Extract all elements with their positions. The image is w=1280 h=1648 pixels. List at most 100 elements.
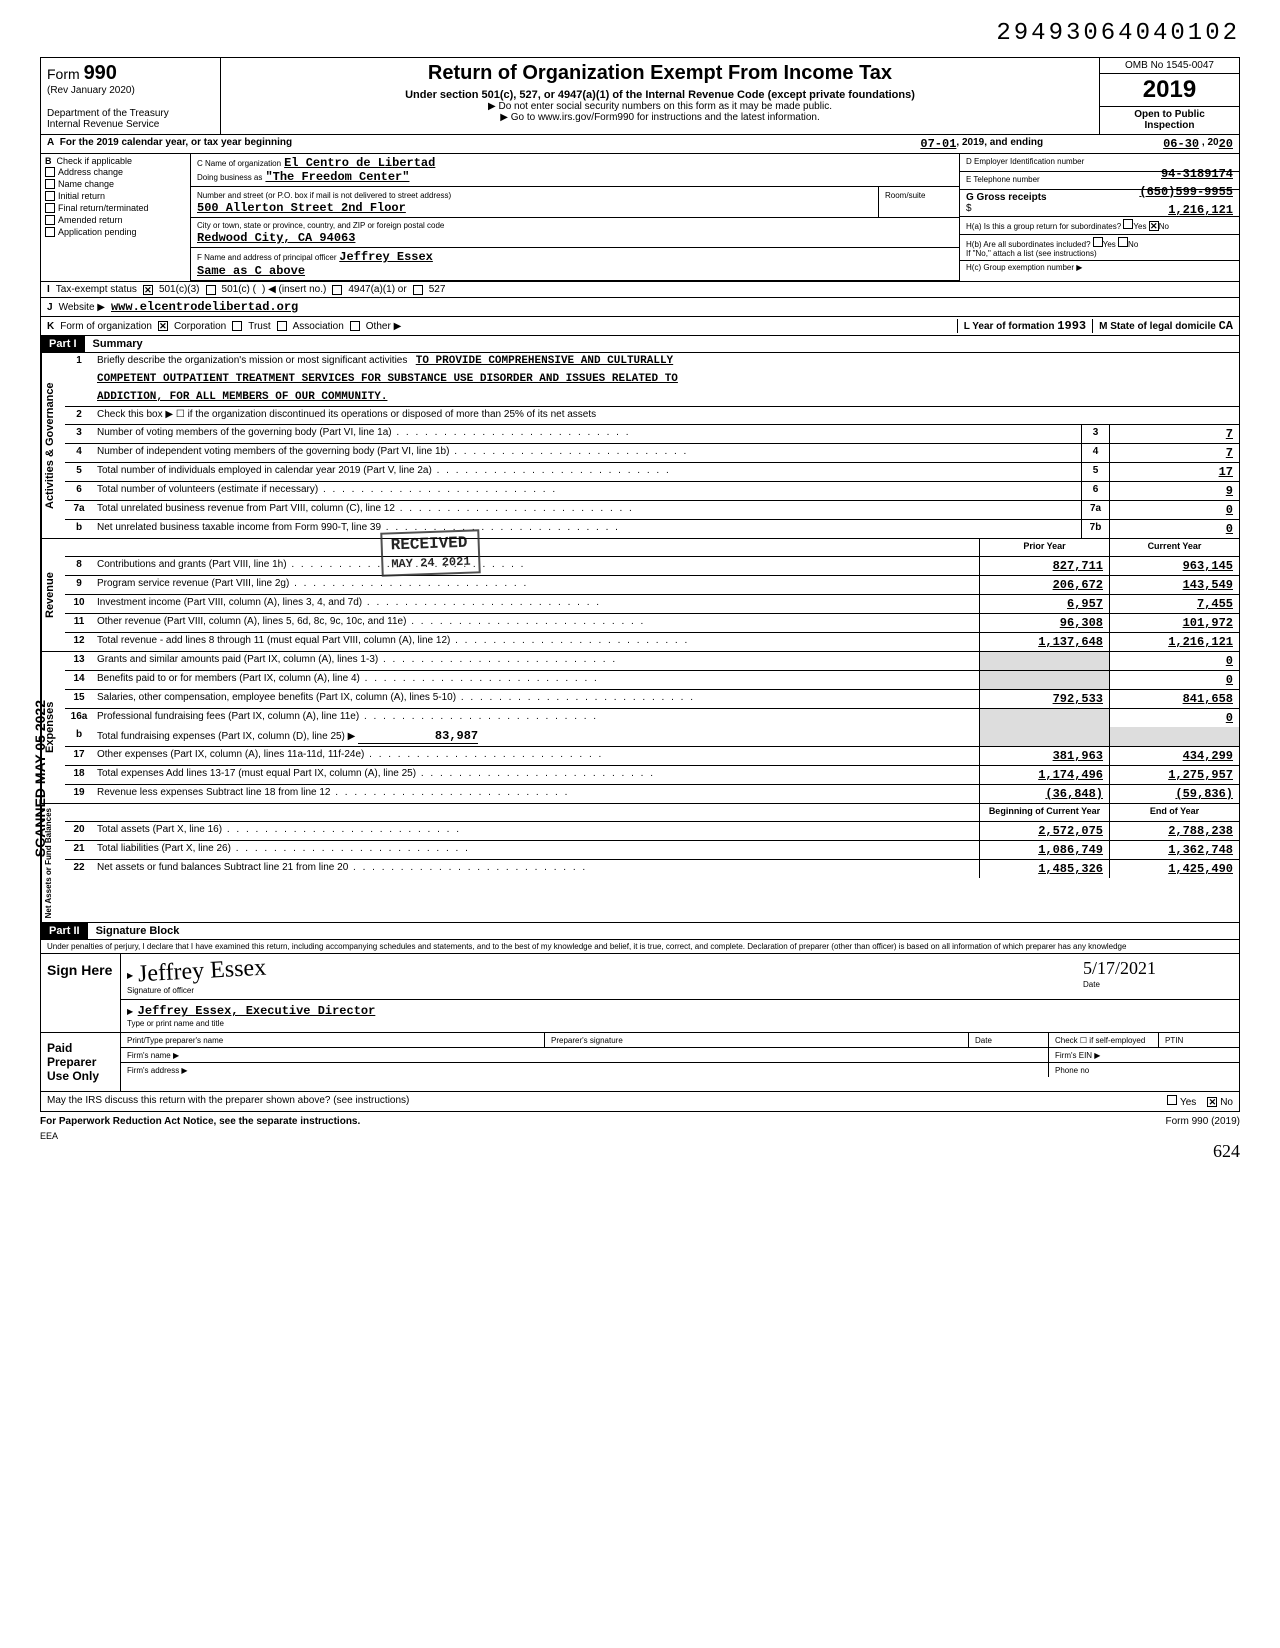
prep-col2: Preparer's signature xyxy=(551,1036,623,1045)
line16b-num: b xyxy=(65,727,93,746)
line-text: Contributions and grants (Part VIII, lin… xyxy=(93,557,979,575)
line-text: Other expenses (Part IX, column (A), lin… xyxy=(93,747,979,765)
tax-year: 2019 xyxy=(1100,74,1239,107)
summary-line: 19Revenue less expenses Subtract line 18… xyxy=(65,785,1239,803)
dba-label: Doing business as xyxy=(197,173,262,182)
document-number: 29493064040102 xyxy=(40,20,1240,47)
summary-line: 15Salaries, other compensation, employee… xyxy=(65,690,1239,709)
line-num: 7a xyxy=(65,501,93,519)
prior-val: 6,957 xyxy=(979,595,1109,613)
line16b-text: Total fundraising expenses (Part IX, col… xyxy=(97,731,355,742)
phone-label: Phone no xyxy=(1055,1066,1089,1075)
officer-name-title: Jeffrey Essex, Executive Director xyxy=(138,1004,376,1018)
discuss-no[interactable] xyxy=(1207,1097,1217,1107)
dba-name: "The Freedom Center" xyxy=(265,170,409,184)
prior-val: 1,086,749 xyxy=(979,841,1109,859)
label-a: A xyxy=(47,137,54,151)
summary-line: 17Other expenses (Part IX, column (A), l… xyxy=(65,747,1239,766)
prior-val xyxy=(979,652,1109,670)
line-text: Other revenue (Part VIII, column (A), li… xyxy=(93,614,979,632)
discuss-yes[interactable] xyxy=(1167,1095,1177,1105)
cb-association[interactable] xyxy=(277,321,287,331)
ha-no[interactable] xyxy=(1149,221,1159,231)
cb-501c3[interactable] xyxy=(143,285,153,295)
current-val: 7,455 xyxy=(1109,595,1239,613)
gross-receipts: 1,216,121 xyxy=(1168,203,1233,217)
current-val: 0 xyxy=(1109,671,1239,689)
form-note-1: ▶ Do not enter social security numbers o… xyxy=(225,101,1095,112)
line-num: 19 xyxy=(65,785,93,803)
g-label: G Gross receipts xyxy=(966,192,1047,203)
ha-yes-label: Yes xyxy=(1133,222,1146,231)
handwritten-page-num: 624 xyxy=(40,1141,1240,1162)
cb-trust[interactable] xyxy=(232,321,242,331)
form-ref: Form 990 (2019) xyxy=(1166,1116,1240,1127)
prior-val: 1,137,648 xyxy=(979,633,1109,651)
checkbox-name-change[interactable] xyxy=(45,179,55,189)
line-text: Program service revenue (Part VIII, line… xyxy=(93,576,979,594)
line-text: Total number of volunteers (estimate if … xyxy=(93,482,1081,500)
line-text: Total number of individuals employed in … xyxy=(93,463,1081,481)
end-month: 06-30 xyxy=(1163,137,1199,151)
checkbox-application-pending[interactable] xyxy=(45,227,55,237)
part2-label: Part II xyxy=(41,923,88,939)
firm-ein-label: Firm's EIN ▶ xyxy=(1055,1051,1100,1060)
current-year-header: Current Year xyxy=(1109,539,1239,556)
checkbox-initial-return[interactable] xyxy=(45,191,55,201)
line-num: 18 xyxy=(65,766,93,784)
addr-label: Number and street (or P.O. box if mail i… xyxy=(197,191,451,200)
col-c-f: C Name of organization El Centro de Libe… xyxy=(191,154,959,281)
header-center: Return of Organization Exempt From Incom… xyxy=(221,58,1099,134)
cb-other[interactable] xyxy=(350,321,360,331)
paid-preparer-label: Paid Preparer Use Only xyxy=(41,1033,121,1091)
row-k-text: Form of organization xyxy=(60,321,152,332)
netassets-section: Net Assets or Fund Balances Beginning of… xyxy=(40,804,1240,923)
h-note: If "No," attach a list (see instructions… xyxy=(966,249,1097,258)
name-label: Type or print name and title xyxy=(127,1019,224,1028)
prior-val: 1,174,496 xyxy=(979,766,1109,784)
revision: (Rev January 2020) xyxy=(47,85,214,96)
line-text: Net unrelated business taxable income fr… xyxy=(93,520,1081,538)
summary-line: 6Total number of volunteers (estimate if… xyxy=(65,482,1239,501)
label-b: B xyxy=(45,156,52,166)
cb-label-1: Name change xyxy=(58,179,114,189)
prior-val xyxy=(979,671,1109,689)
summary-line: 14Benefits paid to or for members (Part … xyxy=(65,671,1239,690)
ha-yes[interactable] xyxy=(1123,219,1133,229)
hb-no[interactable] xyxy=(1118,237,1128,247)
line-text: Professional fundraising fees (Part IX, … xyxy=(93,709,979,727)
line2-num: 2 xyxy=(65,407,93,424)
summary-line: 9Program service revenue (Part VIII, lin… xyxy=(65,576,1239,595)
begin-date: 07-01 xyxy=(920,137,956,151)
line1-num: 1 xyxy=(65,353,93,371)
prior-val: 827,711 xyxy=(979,557,1109,575)
line-num: 6 xyxy=(65,482,93,500)
checkbox-final-return[interactable] xyxy=(45,203,55,213)
opt-4947: 4947(a)(1) or xyxy=(348,284,406,295)
cb-527[interactable] xyxy=(413,285,423,295)
ein: 94-3189174 xyxy=(1161,167,1233,181)
line-num: b xyxy=(65,520,93,538)
checkbox-address-change[interactable] xyxy=(45,167,55,177)
form-note-2: ▶ Go to www.irs.gov/Form990 for instruct… xyxy=(225,112,1095,123)
e-label: E Telephone number xyxy=(966,175,1040,184)
end-year: 20 xyxy=(1219,137,1233,151)
opt-527: 527 xyxy=(429,284,446,295)
line-num: 16a xyxy=(65,709,93,727)
cb-501c[interactable] xyxy=(206,285,216,295)
summary-line: 13Grants and similar amounts paid (Part … xyxy=(65,652,1239,671)
line-box: 6 xyxy=(1081,482,1109,500)
cb-corporation[interactable] xyxy=(158,321,168,331)
cb-label-5: Application pending xyxy=(58,227,137,237)
checkbox-amended[interactable] xyxy=(45,215,55,225)
hb-yes[interactable] xyxy=(1093,237,1103,247)
form-title: Return of Organization Exempt From Incom… xyxy=(225,62,1095,85)
line-text: Total assets (Part X, line 16) xyxy=(93,822,979,840)
line-text: Investment income (Part VIII, column (A)… xyxy=(93,595,979,613)
line-num: 14 xyxy=(65,671,93,689)
line-text: Total liabilities (Part X, line 26) xyxy=(93,841,979,859)
line-val: 0 xyxy=(1109,520,1239,538)
city-label: City or town, state or province, country… xyxy=(197,221,444,230)
cb-4947[interactable] xyxy=(332,285,342,295)
sign-date: 5/17/2021 xyxy=(1083,958,1156,978)
